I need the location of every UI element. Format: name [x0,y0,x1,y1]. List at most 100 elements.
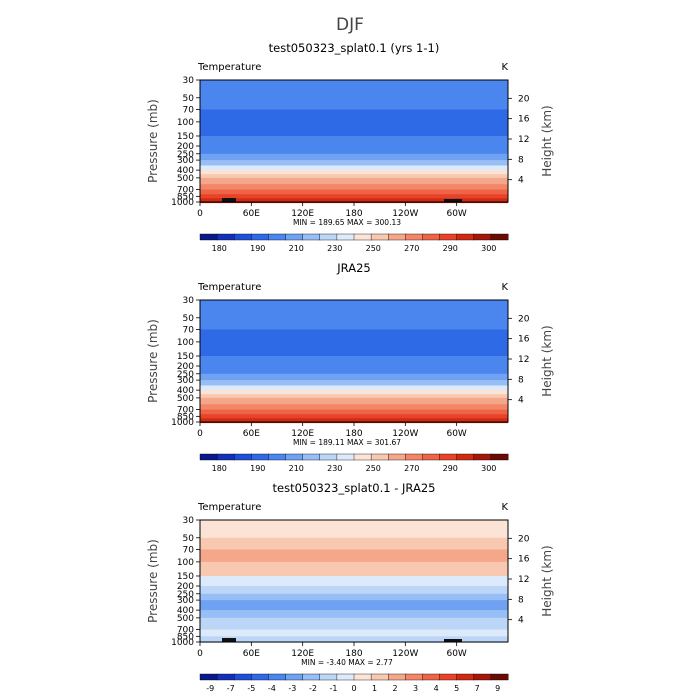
contour-band [200,394,508,399]
colorbar-label: 300 [481,464,496,473]
y-tick-label: 1000 [171,418,194,428]
units-label: K [501,282,508,293]
units-label: K [501,502,508,513]
height-tick-label: 16 [518,115,530,125]
colorbar-label: 230 [327,244,342,253]
y-tick-label: 1000 [171,638,194,648]
x-tick-label: 0 [197,209,203,219]
x-tick-label: 0 [197,429,203,439]
x-tick-label: 180 [345,649,362,659]
y-tick-label: 850 [177,192,194,202]
colorbar-swatch [388,233,406,241]
colorbar-swatch [353,453,372,461]
y-tick-label: 200 [177,362,194,372]
contour-band [200,184,508,191]
colorbar-label: 290 [443,244,458,253]
colorbar-swatch [336,233,355,241]
colorbar-swatch [234,673,252,681]
colorbar-swatch [302,673,321,681]
colorbar-swatch [336,673,355,681]
colorbar-swatch [234,453,252,461]
height-tick-label: 8 [518,595,524,605]
y-axis-label: Pressure (mb) [146,99,160,183]
chart-panel: test050323_splat0.1 (yrs 1-1) Temperature… [146,41,554,253]
contour-band [200,414,508,419]
colorbar-label: 2 [393,684,398,693]
y-tick-label: 70 [183,545,195,555]
colorbar-label: 4 [434,684,439,693]
colorbar-swatch [216,453,235,461]
colorbar-label: -3 [288,684,296,693]
height-tick-label: 4 [518,176,524,186]
colorbar-swatch [216,673,235,681]
contour-band [200,300,508,319]
colorbar-swatch [251,673,269,681]
colorbar-label: 5 [454,684,459,693]
y-tick-label: 500 [177,614,194,624]
y-tick-label: 200 [177,582,194,592]
colorbar-swatch [422,453,441,461]
colorbar-swatch [490,453,509,461]
height-tick-label: 12 [518,355,529,365]
contour-band [200,121,508,137]
contour-band [200,329,508,343]
y-tick-label: 400 [177,606,194,616]
y-tick-label: 700 [177,186,194,196]
y-tick-label: 400 [177,166,194,176]
colorbar-swatch [234,233,252,241]
y-tick-label: 300 [177,596,194,606]
y-axis-label: Pressure (mb) [146,539,160,623]
colorbar-label: 270 [404,244,419,253]
x-tick-label: 120E [291,649,314,659]
units-label: K [501,62,508,73]
colorbar-swatch [285,453,304,461]
colorbar-label: 290 [443,464,458,473]
contour-band [200,617,508,631]
colorbar-swatch [268,673,287,681]
stats-label: MIN = 189.11 MAX = 301.67 [293,438,401,447]
colorbar-swatch [439,233,458,241]
colorbar-swatch [405,233,423,241]
contour-band [200,537,508,551]
colorbar-label: -9 [206,684,214,693]
x-tick-label: 60E [243,649,260,659]
contour-band [200,600,508,611]
contour-band [200,165,508,171]
colorbar-label: 210 [289,244,304,253]
y-tick-label: 100 [177,118,194,128]
colorbar-swatch [353,233,372,241]
height-tick-label: 8 [518,375,524,385]
colorbar-swatch [370,673,389,681]
height-tick-label: 20 [518,534,530,544]
x-tick-label: 120W [392,429,418,439]
colorbar-swatch [388,673,406,681]
colorbar-label: -7 [227,684,235,693]
contour-band [200,160,508,167]
colorbar-swatch [199,453,218,461]
colorbar-label: 0 [351,684,356,693]
field-label: Temperature [197,282,261,293]
x-tick-label: 60E [243,429,260,439]
y-tick-label: 500 [177,394,194,404]
x-tick-label: 60E [243,209,260,219]
colorbar-swatch [473,673,492,681]
colorbar-label: 1 [372,684,377,693]
contour-band [200,366,508,375]
y-tick-label: 500 [177,174,194,184]
y-tick-label: 300 [177,156,194,166]
colorbar-swatch [405,453,423,461]
contour-band [200,380,508,387]
field-label: Temperature [197,502,261,513]
contour-band [200,109,508,123]
y-axis-label: Pressure (mb) [146,319,160,403]
x-tick-label: 120E [291,429,314,439]
y-tick-label: 850 [177,632,194,642]
colorbar-label: 270 [404,464,419,473]
colorbar-swatch [490,673,509,681]
height-tick-label: 12 [518,135,529,145]
chart-title: test050323_splat0.1 - JRA25 [273,481,436,495]
colorbar-swatch [405,673,423,681]
y-tick-label: 700 [177,626,194,636]
